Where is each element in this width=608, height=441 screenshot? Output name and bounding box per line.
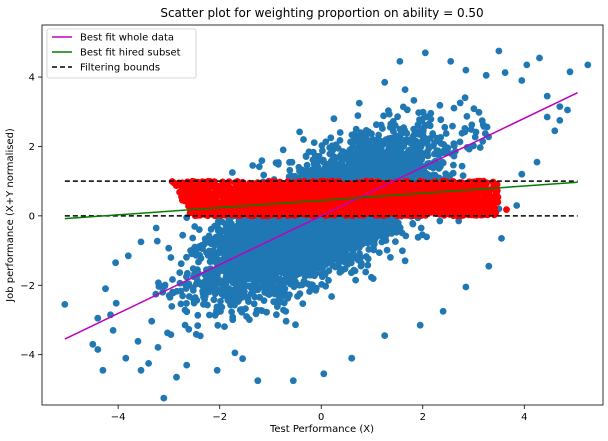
scatter-point (523, 61, 531, 69)
y-tick-label: 0 (29, 211, 35, 222)
scatter-point (556, 117, 564, 124)
scatter-point (566, 68, 574, 76)
scatter-point (482, 71, 490, 79)
x-tick-label: −2 (212, 412, 227, 423)
x-tick-label: 4 (521, 412, 527, 423)
plot-frame (41, 24, 604, 406)
scatter-point (556, 103, 564, 110)
scatter-point (213, 366, 221, 374)
scatter-point (355, 99, 363, 107)
scatter-point (462, 66, 470, 74)
scatter-point (183, 361, 191, 369)
scatter-point (513, 202, 521, 209)
scatter-point (551, 127, 559, 135)
scatter-point (485, 262, 493, 270)
x-tick-label: 2 (420, 412, 426, 423)
scatter-point (300, 136, 307, 143)
legend-label-fit-hired: Best fit hired subset (80, 48, 181, 59)
scatter-point (416, 321, 424, 329)
best-fit-whole-line (64, 91, 578, 340)
legend: Best fit whole data Best fit hired subse… (46, 28, 197, 79)
scatter-point (254, 377, 262, 385)
best-fit-hired-line (64, 181, 578, 220)
y-axis-label: Job performance (X+Y normalised) (5, 128, 16, 303)
scatter-point (145, 360, 153, 367)
scatter-point (584, 61, 592, 69)
scatter-point (543, 92, 551, 100)
scatter-point (61, 301, 69, 308)
series-lines (64, 91, 578, 340)
legend-box (46, 28, 197, 79)
scatter-point (543, 113, 551, 121)
scatter-point (137, 366, 145, 374)
scatter-points (61, 47, 592, 402)
axis-ticks: −4 −2 0 2 4 −4 −2 0 2 4 (20, 73, 527, 423)
scatter-point (421, 49, 429, 57)
scatter-point (109, 327, 117, 334)
y-tick-label: 2 (29, 142, 35, 153)
legend-label-bounds: Filtering bounds (80, 63, 160, 74)
chart-title: Scatter plot for weighting proportion on… (160, 6, 483, 20)
scatter-point (229, 169, 236, 176)
scatter-point (124, 252, 132, 260)
scatter-point (439, 307, 447, 315)
scatter-point (137, 238, 145, 246)
scatter-point (381, 332, 389, 339)
x-tick-label: 0 (318, 412, 324, 423)
scatter-point (447, 58, 455, 65)
scatter-point (249, 162, 257, 169)
scatter-point (533, 158, 541, 166)
scatter-point (564, 106, 571, 114)
scatter-point (518, 170, 526, 178)
scatter-point-cloud-hired (168, 177, 502, 220)
x-axis-label: Test Performance (X) (269, 424, 374, 435)
scatter-point-hired (503, 206, 510, 214)
scatter-point (498, 235, 505, 242)
scatter-point (396, 58, 404, 65)
scatter-point (94, 346, 102, 353)
scatter-point (495, 47, 503, 55)
y-tick-label: −2 (20, 281, 35, 292)
scatter-point (330, 115, 338, 123)
legend-label-fit-whole: Best fit whole data (80, 33, 174, 44)
scatter-point (173, 373, 180, 381)
scatter-point (160, 394, 168, 402)
y-tick-label: −4 (20, 350, 35, 361)
scatter-point (289, 377, 297, 385)
scatter-point (348, 354, 356, 362)
scatter-point (89, 340, 97, 348)
scatter-point (462, 283, 470, 291)
scatter-point (112, 259, 119, 267)
y-tick-label: 4 (29, 73, 35, 84)
scatter-point (279, 146, 287, 154)
scatter-point (102, 285, 109, 293)
x-tick-label: −4 (111, 412, 126, 423)
scatter-point (152, 224, 160, 232)
scatter-point (122, 354, 130, 362)
scatter-point (381, 78, 389, 86)
scatter-point (99, 366, 107, 374)
scatter-point (536, 54, 543, 62)
scatter-point (231, 349, 239, 357)
scatter-point (320, 370, 328, 378)
scatter-point (94, 314, 102, 322)
scatter-point (518, 77, 526, 84)
